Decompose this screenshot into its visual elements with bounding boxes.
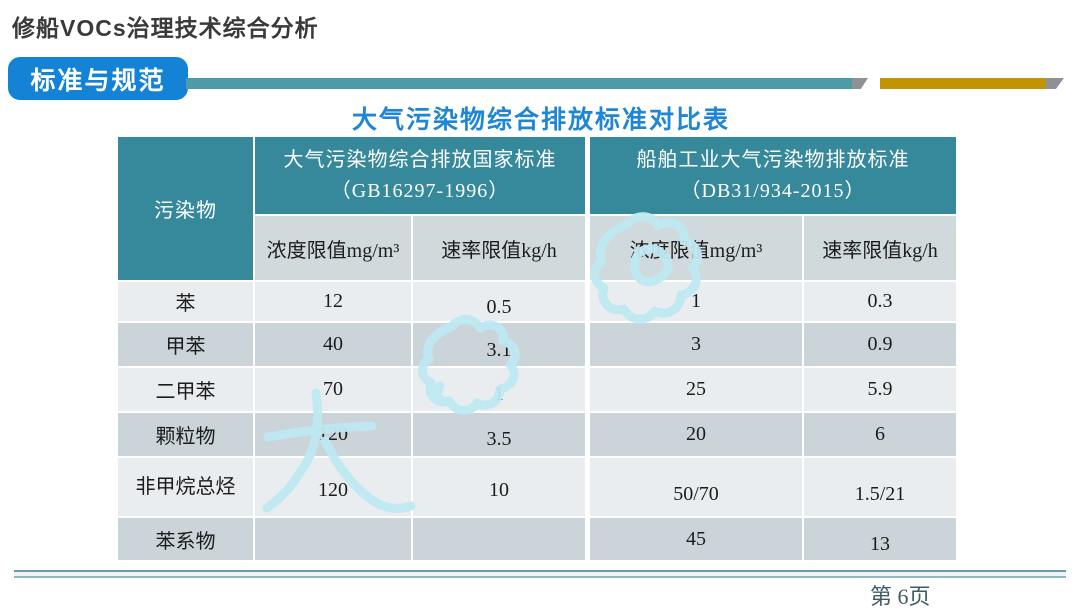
value-cell: 1 xyxy=(587,282,802,321)
value-cell: 1.5/21 xyxy=(804,458,956,516)
subheader-db-concentration: 浓度限值mg/m³ xyxy=(587,216,802,280)
group-header-gb: 大气污染物综合排放国家标准 （GB16297-1996） xyxy=(255,137,585,214)
table-row: 颗粒物 120 3.5 20 6 xyxy=(118,413,956,456)
header-rule-teal-cap xyxy=(852,78,868,89)
table-row: 苯 12 0.5 1 0.3 xyxy=(118,282,956,321)
section-badge: 标准与规范 xyxy=(8,57,188,100)
pollutant-cell: 二甲苯 xyxy=(118,368,253,411)
value-cell xyxy=(413,518,585,560)
table-row: 非甲烷总烃 120 10 50/70 1.5/21 xyxy=(118,458,956,516)
value-cell: 0.9 xyxy=(804,323,956,366)
value-cell: 0.3 xyxy=(804,282,956,321)
value-cell: 3.1 xyxy=(413,323,585,366)
value-cell: 1 xyxy=(413,368,585,411)
section-badge-label: 标准与规范 xyxy=(30,66,166,95)
value-cell: 10 xyxy=(413,458,585,516)
table-row: 二甲苯 70 1 25 5.9 xyxy=(118,368,956,411)
group-header-db-line1: 船舶工业大气污染物排放标准 xyxy=(636,148,910,171)
slide-title: 修船VOCs治理技术综合分析 xyxy=(12,15,319,41)
value-cell: 3.5 xyxy=(413,413,585,456)
value-cell: 5.9 xyxy=(804,368,956,411)
header-rule-teal xyxy=(186,78,852,89)
header-rule-gold-cap xyxy=(1046,78,1064,89)
pollutant-cell: 非甲烷总烃 xyxy=(118,458,253,516)
value-cell: 12 xyxy=(255,282,411,321)
header-rule-gold xyxy=(880,78,1046,89)
value-cell: 120 xyxy=(255,413,411,456)
value-cell: 13 xyxy=(804,518,956,560)
value-cell: 3 xyxy=(587,323,802,366)
group-header-db-line2: （DB31/934-2015） xyxy=(680,179,866,202)
pollutant-cell: 苯系物 xyxy=(118,518,253,560)
table-row: 甲苯 40 3.1 3 0.9 xyxy=(118,323,956,366)
group-header-gb-line2: （GB16297-1996） xyxy=(330,179,510,202)
pollutant-cell: 甲苯 xyxy=(118,323,253,366)
footer-rule xyxy=(14,570,1066,578)
pollutant-header-cell: 污染物 xyxy=(118,137,253,280)
page-number: 第 6页 xyxy=(870,584,931,609)
subheader-gb-concentration: 浓度限值mg/m³ xyxy=(255,216,411,280)
value-cell: 70 xyxy=(255,368,411,411)
value-cell: 50/70 xyxy=(587,458,802,516)
table-title: 大气污染物综合排放标准对比表 xyxy=(351,107,730,134)
group-header-db: 船舶工业大气污染物排放标准 （DB31/934-2015） xyxy=(587,137,956,214)
value-cell: 45 xyxy=(587,518,802,560)
pollutant-cell: 颗粒物 xyxy=(118,413,253,456)
value-cell: 20 xyxy=(587,413,802,456)
value-cell: 25 xyxy=(587,368,802,411)
value-cell: 40 xyxy=(255,323,411,366)
value-cell: 0.5 xyxy=(413,282,585,321)
value-cell xyxy=(255,518,411,560)
pollutant-cell: 苯 xyxy=(118,282,253,321)
subheader-db-rate: 速率限值kg/h xyxy=(804,216,956,280)
table-row: 苯系物 45 13 xyxy=(118,518,956,560)
standards-table: 污染物 大气污染物综合排放国家标准 （GB16297-1996） 船舶工业大气污… xyxy=(116,135,958,562)
value-cell: 120 xyxy=(255,458,411,516)
subheader-gb-rate: 速率限值kg/h xyxy=(413,216,585,280)
group-header-gb-line1: 大气污染物综合排放国家标准 xyxy=(283,148,557,171)
value-cell: 6 xyxy=(804,413,956,456)
